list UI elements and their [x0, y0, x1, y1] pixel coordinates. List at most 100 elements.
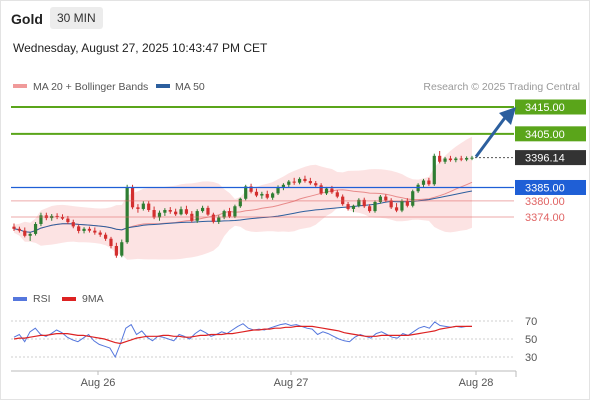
rsi-panel: 70 50 30 [11, 316, 537, 364]
candle-body [335, 192, 339, 197]
candle [303, 175, 307, 183]
candle [87, 226, 92, 233]
level-3405-00-label: 3405.00 [525, 129, 565, 141]
ma50-legend-label: MA 50 [175, 81, 205, 93]
candle-body [351, 205, 356, 209]
candle-body [71, 222, 75, 227]
credit-label: Research © 2025 Trading Central [423, 81, 580, 93]
candle-body [184, 209, 189, 214]
candle-body [206, 207, 210, 215]
candle-body [174, 211, 178, 215]
candle [357, 198, 361, 208]
level-3385-00-tag [515, 179, 586, 195]
candle-body [448, 158, 453, 161]
candle-body [362, 199, 366, 207]
candle [427, 177, 431, 186]
candle [227, 207, 232, 219]
candle-body [82, 228, 86, 231]
x-tick-label: Aug 27 [274, 377, 309, 389]
candle [98, 230, 102, 237]
candle [389, 198, 393, 209]
candle-body [179, 209, 183, 215]
candle [459, 155, 463, 162]
candle [292, 177, 296, 185]
candle [39, 212, 43, 227]
candle [335, 190, 339, 199]
candle-body [77, 226, 81, 231]
candle-body [23, 230, 27, 236]
candle-body [443, 158, 447, 162]
candle [23, 227, 27, 238]
price-levels: 3415.00 3405.00 3396.14 3385.00 3380.00 3374.… [11, 99, 586, 224]
candle [179, 206, 183, 216]
forecast-arrow-head [499, 107, 516, 125]
candle [448, 155, 453, 162]
candle [249, 183, 253, 194]
candle [71, 219, 75, 229]
candle-body [465, 157, 469, 160]
candle-body [195, 211, 199, 221]
candle-body [265, 193, 269, 198]
x-axis: Aug 26 Aug 27 Aug 28 [11, 370, 517, 389]
candle [211, 212, 215, 224]
candle-body [238, 198, 242, 207]
candle-body [470, 157, 474, 159]
candle-body [93, 230, 97, 233]
candle-body [459, 158, 463, 160]
candle [141, 201, 145, 211]
candle [287, 179, 291, 187]
timestamp: Wednesday, August 27, 2025 10:43:47 PM C… [13, 41, 268, 55]
candle [168, 207, 172, 214]
candle [432, 153, 436, 186]
candle-body [200, 207, 205, 212]
candle-body [378, 196, 382, 202]
candle-body [163, 210, 167, 213]
current-price-tag [515, 150, 586, 166]
candle-body [168, 210, 172, 212]
candle [324, 186, 329, 195]
interval-selector[interactable]: 30 MIN [50, 7, 103, 29]
candle-body [438, 155, 442, 162]
candle [33, 222, 38, 236]
candle-body [271, 193, 275, 198]
candle [206, 205, 210, 216]
candle [109, 236, 113, 249]
candle-body [287, 181, 291, 185]
current-price-label: 3396.14 [525, 153, 565, 165]
candle [17, 226, 21, 233]
candle [378, 195, 382, 204]
candle-body [373, 201, 377, 212]
candle [341, 194, 345, 206]
candle-body [368, 206, 372, 212]
candle-body [411, 191, 415, 206]
candle-body [292, 181, 296, 183]
candle [55, 213, 59, 220]
candle-body [39, 215, 43, 224]
candle [200, 205, 205, 213]
candle-body [152, 210, 156, 218]
x-tick-label: Aug 28 [459, 377, 494, 389]
candle [465, 156, 469, 162]
candle-body [33, 223, 38, 234]
candle-body [394, 207, 399, 211]
candle-body [211, 214, 215, 222]
candle [93, 227, 97, 235]
candle-body [314, 183, 318, 186]
candle-body [87, 228, 92, 231]
candle [77, 224, 81, 234]
candle-body [114, 245, 118, 256]
candle-body [60, 217, 65, 219]
candle [104, 232, 108, 241]
candle [346, 201, 350, 211]
candle [120, 239, 124, 258]
candle [368, 204, 372, 213]
candle-body [346, 204, 350, 209]
rsi-tick-label: 70 [525, 316, 537, 328]
rsi-legend-label: RSI [33, 293, 51, 305]
candle-body [136, 207, 140, 209]
candle-body [104, 234, 108, 239]
candle [265, 190, 269, 200]
candle [351, 204, 356, 213]
candle-body [324, 188, 329, 194]
